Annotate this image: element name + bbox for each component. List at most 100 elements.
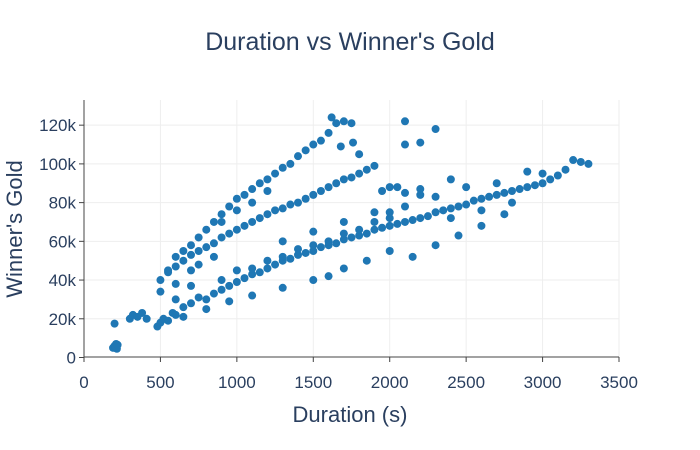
data-point	[385, 214, 394, 223]
data-point	[232, 225, 241, 234]
data-point	[401, 140, 409, 149]
data-point	[294, 152, 302, 161]
data-point	[446, 175, 455, 184]
data-point	[286, 159, 295, 168]
x-tick-label: 500	[146, 373, 174, 392]
data-point	[408, 252, 417, 261]
data-point	[278, 237, 287, 246]
data-point	[209, 239, 218, 248]
data-point	[336, 142, 345, 151]
y-tick-label: 100k	[39, 155, 76, 174]
data-point	[347, 233, 356, 242]
data-point	[332, 239, 341, 248]
data-point	[492, 179, 501, 188]
data-point	[324, 237, 333, 246]
data-point	[202, 295, 211, 304]
data-point	[508, 198, 516, 207]
data-point	[446, 214, 455, 223]
data-point	[454, 202, 463, 211]
data-point	[240, 190, 249, 199]
data-point	[309, 276, 318, 285]
data-point	[362, 229, 371, 238]
data-point	[202, 225, 211, 234]
data-point	[485, 192, 494, 201]
data-point	[530, 181, 539, 190]
data-point	[477, 206, 486, 215]
data-point	[508, 186, 516, 195]
data-point	[232, 266, 241, 275]
data-point	[171, 262, 180, 271]
data-point	[339, 117, 348, 126]
data-point	[171, 279, 180, 288]
data-point	[538, 169, 547, 178]
data-point	[194, 260, 203, 269]
data-point	[110, 319, 119, 328]
data-point	[339, 229, 348, 238]
data-point	[327, 113, 336, 122]
data-point	[278, 283, 287, 292]
data-point	[339, 217, 348, 226]
data-point	[309, 140, 318, 149]
data-point	[217, 217, 226, 226]
data-point	[316, 186, 325, 195]
data-point	[278, 252, 287, 261]
y-axis-title: Winner's Gold	[2, 160, 27, 297]
data-point	[294, 250, 302, 259]
x-tick-label: 1000	[218, 373, 256, 392]
data-point	[355, 225, 364, 234]
data-point	[546, 175, 555, 184]
data-point	[187, 250, 195, 259]
data-point	[294, 245, 302, 254]
data-point	[225, 297, 234, 306]
data-point	[316, 243, 325, 252]
data-point	[561, 165, 570, 174]
data-point	[138, 308, 147, 317]
data-point	[523, 183, 532, 192]
data-point	[278, 204, 287, 213]
x-tick-label: 2000	[371, 373, 409, 392]
data-point	[416, 214, 425, 223]
data-point	[309, 190, 318, 199]
y-tick-label: 80k	[49, 194, 77, 213]
data-point	[179, 256, 188, 265]
data-point	[423, 212, 432, 221]
data-point	[156, 287, 165, 296]
data-point	[401, 188, 409, 197]
data-point	[187, 281, 195, 290]
data-point	[248, 185, 257, 194]
chart-title: Duration vs Winner's Gold	[205, 28, 495, 56]
data-point	[332, 179, 341, 188]
data-point	[232, 277, 241, 286]
data-point	[431, 208, 440, 217]
data-point	[401, 202, 409, 211]
data-point	[113, 340, 122, 349]
data-point	[248, 264, 257, 273]
x-tick-label: 3000	[524, 373, 562, 392]
data-point	[164, 316, 173, 325]
data-point	[431, 241, 440, 250]
data-point	[385, 183, 394, 192]
data-point	[385, 247, 394, 256]
x-tick-label: 0	[79, 373, 88, 392]
data-point	[263, 186, 272, 195]
data-point	[324, 128, 333, 137]
data-point	[179, 303, 188, 312]
data-point	[393, 183, 402, 192]
data-point	[187, 241, 195, 250]
data-point	[416, 190, 425, 199]
y-tick-label: 120k	[39, 116, 76, 135]
data-point	[393, 219, 402, 228]
data-point	[248, 270, 257, 279]
data-point	[492, 190, 501, 199]
y-tick-label: 20k	[49, 310, 77, 329]
data-point	[553, 171, 562, 180]
data-point	[370, 161, 379, 170]
data-point	[349, 138, 358, 147]
data-point	[416, 138, 425, 147]
data-point	[255, 268, 264, 277]
data-point	[171, 252, 180, 261]
data-point	[454, 231, 463, 240]
x-tick-label: 2500	[447, 373, 485, 392]
data-point	[171, 310, 180, 319]
